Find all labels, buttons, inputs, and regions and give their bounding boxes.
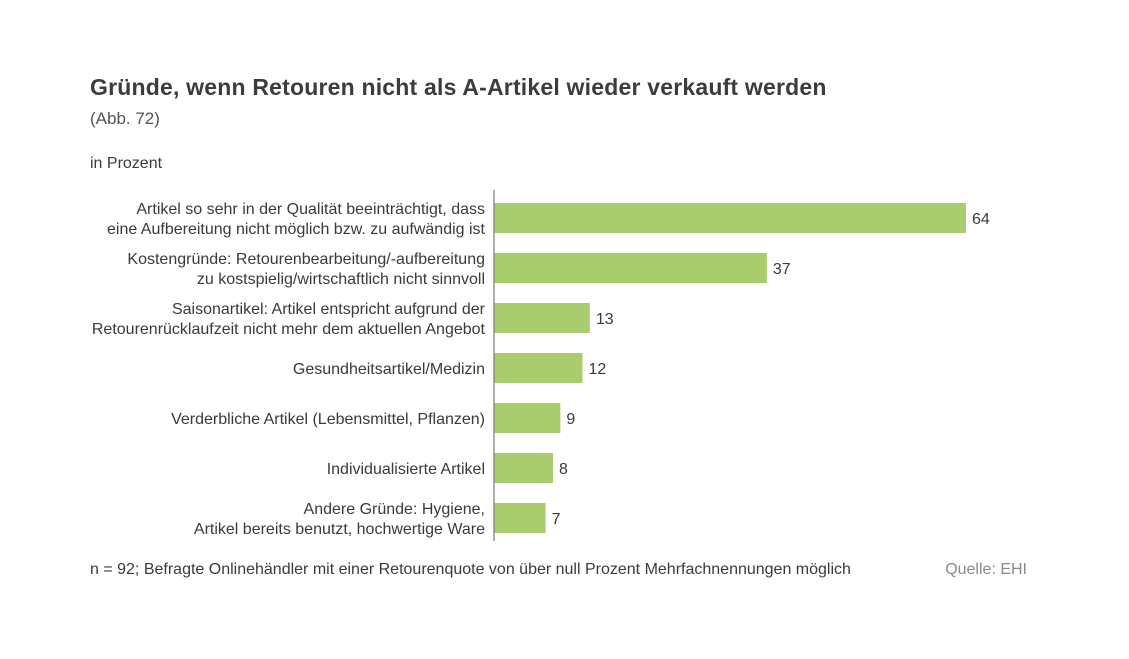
category-label: Gesundheitsartikel/Medizin <box>293 361 485 378</box>
category-label: Kostengründe: Retourenbearbeitung/-aufbe… <box>127 251 485 268</box>
footnote: n = 92; Befragte Onlinehändler mit einer… <box>90 561 851 578</box>
bar-value-label: 37 <box>773 261 791 278</box>
bar <box>494 353 583 383</box>
chart-title: Gründe, wenn Retouren nicht als A-Artike… <box>90 74 827 100</box>
bar <box>494 203 966 233</box>
category-label: eine Aufbereitung nicht möglich bzw. zu … <box>107 221 486 238</box>
chart-subtitle: (Abb. 72) <box>90 109 160 128</box>
bar-value-label: 7 <box>552 511 561 528</box>
bar <box>494 303 590 333</box>
bar-value-label: 9 <box>566 411 575 428</box>
category-label: Artikel so sehr in der Qualität beeinträ… <box>136 201 485 218</box>
bar-value-label: 12 <box>589 361 607 378</box>
bar-value-label: 64 <box>972 211 990 228</box>
category-label: Saisonartikel: Artikel entspricht aufgru… <box>172 301 486 318</box>
category-label: Artikel bereits benutzt, hochwertige War… <box>194 521 485 538</box>
bar <box>494 453 553 483</box>
bar <box>494 253 767 283</box>
category-label: Verderbliche Artikel (Lebensmittel, Pfla… <box>171 411 485 428</box>
category-label: zu kostspielig/wirtschaftlich nicht sinn… <box>197 271 485 288</box>
bar <box>494 503 546 533</box>
unit-label: in Prozent <box>90 155 163 172</box>
bar <box>494 403 561 433</box>
bar-value-label: 8 <box>559 461 568 478</box>
source-label: Quelle: EHI <box>945 561 1027 578</box>
category-label: Andere Gründe: Hygiene, <box>304 501 485 518</box>
category-label: Retourenrücklaufzeit nicht mehr dem aktu… <box>92 321 486 338</box>
category-label: Individualisierte Artikel <box>327 461 485 478</box>
bar-value-label: 13 <box>596 311 614 328</box>
